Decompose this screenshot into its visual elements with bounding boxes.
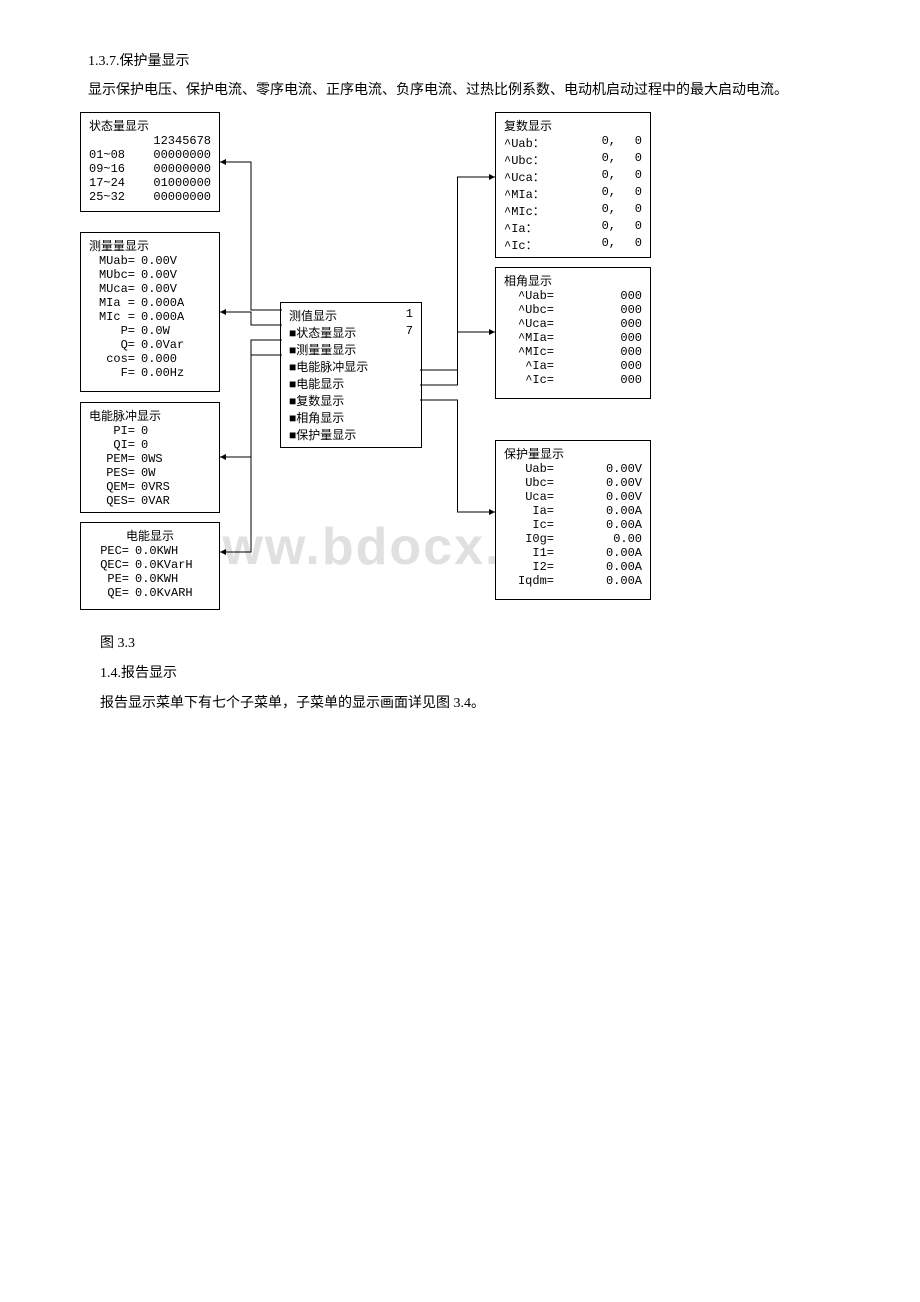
connector-arrow: [420, 400, 495, 512]
menu-box-title: 测值显示: [289, 307, 337, 324]
data-row: MUbc=0.00V: [89, 268, 211, 282]
data-row: MIa =0.000A: [89, 296, 211, 310]
data-row: PES=0W: [89, 466, 211, 480]
connector-arrow: [420, 177, 495, 370]
pulse-box: 电能脉冲显示 PI=0QI=0PEM=0WSPES=0WQEM=0VRSQES=…: [80, 402, 220, 513]
paragraph-137: 显示保护电压、保护电流、零序电流、正序电流、负序电流、过热比例系数、电动机启动过…: [60, 80, 860, 102]
connector-arrow: [420, 332, 495, 385]
menu-box-index-1: 1: [406, 307, 413, 324]
data-row: MIc =0.000A: [89, 310, 211, 324]
connector-arrow: [220, 312, 282, 325]
status-row: 01~0800000000: [89, 148, 211, 162]
status-row: 09~1600000000: [89, 162, 211, 176]
data-row: cos=0.000: [89, 352, 211, 366]
data-row: Ia=0.00A: [504, 504, 642, 518]
data-row: ^MIc：0,0: [504, 202, 642, 219]
data-row: ^Ubc=000: [504, 303, 642, 317]
data-row: QE=0.0KvARH: [89, 586, 211, 600]
pulse-box-title: 电能脉冲显示: [89, 407, 211, 424]
status-box-title: 状态量显示: [89, 117, 211, 134]
data-row: PEC=0.0KWH: [89, 544, 211, 558]
connector-arrow: [220, 340, 282, 457]
menu-box: 测值显示 1 ■状态量显示 7 ■测量量显示 ■电能脉冲显示 ■电能显示 ■复数…: [280, 302, 422, 448]
figure-label: 图 3.3: [100, 632, 820, 652]
paragraph-14: 报告显示菜单下有七个子菜单，子菜单的显示画面详见图 3.4。: [100, 692, 820, 712]
data-row: MUca=0.00V: [89, 282, 211, 296]
data-row: Uab=0.00V: [504, 462, 642, 476]
measure-box-title: 测量量显示: [89, 237, 211, 254]
energy-box-title: 电能显示: [89, 527, 211, 544]
status-box: 状态量显示 12345678 01~080000000009~160000000…: [80, 112, 220, 212]
status-box-header: 12345678: [89, 134, 211, 148]
menu-item: ■状态量显示: [289, 324, 356, 341]
data-row: I1=0.00A: [504, 546, 642, 560]
menu-item: ■相角显示: [289, 409, 413, 426]
data-row: PE=0.0KWH: [89, 572, 211, 586]
status-row: 17~2401000000: [89, 176, 211, 190]
menu-item: ■电能脉冲显示: [289, 358, 413, 375]
data-row: ^Uca=000: [504, 317, 642, 331]
data-row: ^Uab：0,0: [504, 134, 642, 151]
measure-box: 测量量显示 MUab=0.00VMUbc=0.00VMUca=0.00VMIa …: [80, 232, 220, 392]
data-row: PI=0: [89, 424, 211, 438]
data-row: ^MIa：0,0: [504, 185, 642, 202]
complex-box-title: 复数显示: [504, 117, 642, 134]
section-heading-137: 1.3.7.保护量显示: [60, 50, 860, 70]
menu-item: ■测量量显示: [289, 341, 413, 358]
menu-box-index-2: 7: [406, 324, 413, 341]
complex-box: 复数显示 ^Uab：0,0^Ubc：0,0^Uca：0,0^MIa：0,0^MI…: [495, 112, 651, 258]
data-row: ^MIa=000: [504, 331, 642, 345]
data-row: QEC=0.0KVarH: [89, 558, 211, 572]
data-row: Ubc=0.00V: [504, 476, 642, 490]
status-row: 25~3200000000: [89, 190, 211, 204]
data-row: Q=0.0Var: [89, 338, 211, 352]
menu-item: ■电能显示: [289, 375, 413, 392]
energy-box: 电能显示 PEC=0.0KWHQEC=0.0KVarHPE=0.0KWHQE=0…: [80, 522, 220, 610]
angle-box: 相角显示 ^Uab=000^Ubc=000^Uca=000^MIa=000^MI…: [495, 267, 651, 399]
data-row: MUab=0.00V: [89, 254, 211, 268]
data-row: ^Uab=000: [504, 289, 642, 303]
data-row: QES=0VAR: [89, 494, 211, 508]
data-row: F=0.00Hz: [89, 366, 211, 380]
angle-box-title: 相角显示: [504, 272, 642, 289]
data-row: I2=0.00A: [504, 560, 642, 574]
data-row: I0g=0.00: [504, 532, 642, 546]
data-row: QI=0: [89, 438, 211, 452]
data-row: ^Ia：0,0: [504, 219, 642, 236]
connector-arrow: [220, 162, 282, 310]
data-row: QEM=0VRS: [89, 480, 211, 494]
data-row: ^Ubc：0,0: [504, 151, 642, 168]
data-row: Iqdm=0.00A: [504, 574, 642, 588]
data-row: P=0.0W: [89, 324, 211, 338]
menu-item: ■保护量显示: [289, 426, 413, 443]
data-row: ^Ic：0,0: [504, 236, 642, 253]
data-row: PEM=0WS: [89, 452, 211, 466]
protect-box-title: 保护量显示: [504, 445, 642, 462]
data-row: ^Ia=000: [504, 359, 642, 373]
data-row: ^Ic=000: [504, 373, 642, 387]
data-row: Ic=0.00A: [504, 518, 642, 532]
menu-item: ■复数显示: [289, 392, 413, 409]
data-row: ^Uca：0,0: [504, 168, 642, 185]
data-row: Uca=0.00V: [504, 490, 642, 504]
diagram-area: www.bdocx.com 状态量显示 12345678 01~08000000…: [60, 112, 860, 622]
data-row: ^MIc=000: [504, 345, 642, 359]
protect-box: 保护量显示 Uab=0.00VUbc=0.00VUca=0.00VIa=0.00…: [495, 440, 651, 600]
section-heading-14: 1.4.报告显示: [100, 662, 820, 682]
